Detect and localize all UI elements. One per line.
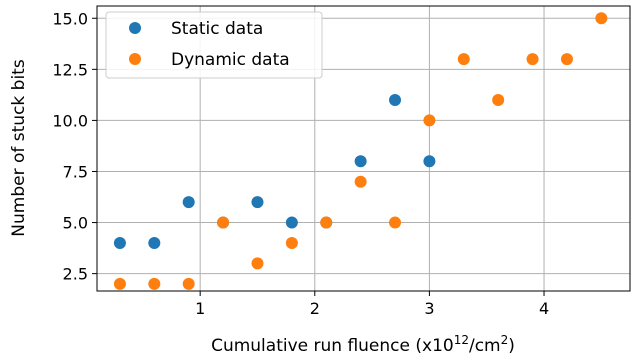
x-tick-label: 1	[195, 299, 205, 318]
y-tick-label: 5.0	[63, 214, 88, 233]
dynamic-data-point	[526, 53, 539, 66]
static-data-point	[148, 236, 161, 249]
axis-ticks: 1 2 3 4 2.5 5.0 7.5 10.0 12.5 15.0	[52, 9, 549, 318]
dynamic-data-point	[113, 277, 126, 290]
legend-box	[105, 11, 323, 79]
y-tick-label: 10.0	[52, 111, 88, 130]
dynamic-data-point	[595, 12, 608, 25]
dynamic-data-point	[457, 53, 470, 66]
plot-frame	[96, 5, 631, 292]
y-tick-label: 12.5	[52, 60, 88, 79]
legend-label-dynamic: Dynamic data	[171, 50, 290, 70]
static-data-point	[354, 155, 367, 168]
grid	[97, 6, 630, 291]
x-tick-label: 3	[424, 299, 434, 318]
static-data-point	[113, 236, 126, 249]
static-data-point	[285, 216, 298, 229]
y-tick-label: 7.5	[63, 162, 88, 181]
legend-label-static: Static data	[171, 19, 263, 39]
x-tick-label: 4	[539, 299, 549, 318]
dynamic-data-point	[389, 216, 402, 229]
dynamic-data-point	[217, 216, 230, 229]
y-tick-label: 2.5	[63, 265, 88, 284]
static-data-point	[423, 155, 436, 168]
legend-marker-static	[129, 22, 141, 34]
y-axis-label: Number of stuck bits	[9, 59, 29, 237]
dynamic-data-point	[492, 93, 505, 106]
dynamic-data-point	[354, 175, 367, 188]
legend-marker-dynamic	[129, 53, 141, 65]
static-data-point	[389, 93, 402, 106]
dynamic-data-point	[148, 277, 161, 290]
dynamic-data-point	[182, 277, 195, 290]
dynamic-data-point	[320, 216, 333, 229]
data-points	[113, 12, 608, 290]
y-tick-label: 15.0	[52, 9, 88, 28]
legend: Static data Dynamic data	[105, 11, 323, 79]
static-data-point	[251, 196, 264, 209]
dynamic-data-point	[423, 114, 436, 127]
x-axis-label: Cumulative run fluence (x1012/cm2)	[211, 333, 515, 356]
dynamic-data-point	[285, 236, 298, 249]
x-tick-label: 2	[310, 299, 320, 318]
static-data-point	[182, 196, 195, 209]
dynamic-data-point	[560, 53, 573, 66]
dynamic-data-point	[251, 257, 264, 270]
